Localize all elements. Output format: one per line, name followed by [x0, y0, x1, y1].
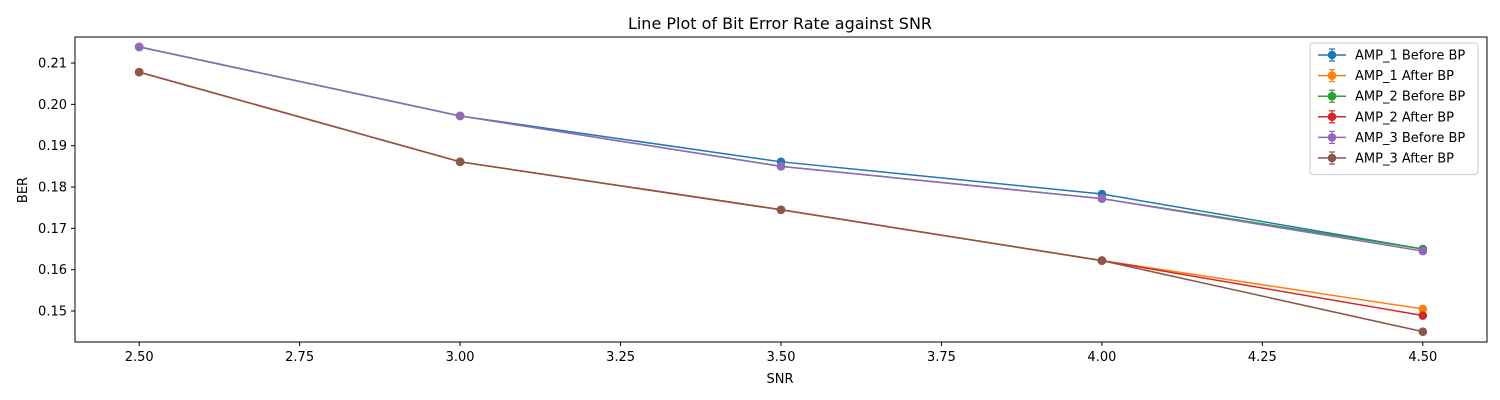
- data-point: [1418, 304, 1428, 314]
- series-4: [134, 67, 1428, 320]
- data-point: [134, 42, 144, 52]
- legend-label: AMP_3 After BP: [1355, 152, 1454, 167]
- plot-frame: [74, 36, 1488, 343]
- legend-label: AMP_3 Before BP: [1355, 131, 1465, 146]
- legend-item: AMP_2 Before BP: [1318, 89, 1465, 105]
- data-point: [1097, 256, 1107, 265]
- data-point: [1097, 194, 1107, 203]
- data-point: [1418, 246, 1428, 256]
- x-tick-label: 2.75: [285, 350, 314, 365]
- x-tick-label: 3.25: [606, 350, 635, 365]
- series-line: [139, 46, 1423, 250]
- series-5: [134, 42, 1428, 256]
- data-point: [134, 67, 144, 77]
- legend-marker: [1327, 91, 1337, 101]
- legend-marker: [1327, 71, 1337, 80]
- legend-label: AMP_1 Before BP: [1355, 49, 1465, 64]
- data-point: [776, 162, 786, 171]
- y-tick-label: 0.21: [38, 57, 67, 72]
- series-line: [138, 71, 1423, 310]
- legend: AMP_1 Before BP AMP_1 After BP AMP_2 Befor…: [1309, 42, 1479, 176]
- legend-marker: [1327, 133, 1337, 142]
- x-tick-label: 3.50: [767, 350, 796, 365]
- y-tick-label: 0.15: [38, 305, 67, 320]
- data-point: [776, 205, 786, 215]
- series-3: [134, 42, 1428, 254]
- series-6: [134, 67, 1428, 336]
- series-line: [138, 71, 1423, 317]
- x-tick-label: 4.50: [1408, 350, 1437, 365]
- x-axis: 2.50 2.75 3.00 3.25 3.50 3.75 4.00 4.25 4.50: [125, 342, 1437, 365]
- data-point: [455, 111, 465, 121]
- legend-item: AMP_3 Before BP: [1318, 130, 1465, 146]
- x-axis-label: SNR: [766, 372, 793, 387]
- y-tick-label: 0.18: [38, 181, 67, 196]
- data-point: [1418, 311, 1428, 320]
- y-axis: 0.15 0.16 0.17 0.18 0.19 0.20 0.21: [38, 57, 75, 320]
- legend-item: AMP_1 Before BP: [1318, 48, 1465, 64]
- data-point: [455, 157, 465, 167]
- x-tick-label: 3.00: [446, 350, 475, 365]
- x-tick-label: 4.25: [1248, 350, 1277, 365]
- legend-label: AMP_1 After BP: [1355, 69, 1454, 84]
- x-tick-label: 3.75: [927, 350, 956, 365]
- plot-area: [134, 42, 1428, 336]
- legend-box: [1309, 42, 1479, 176]
- y-tick-label: 0.19: [38, 139, 67, 154]
- legend-label: AMP_2 After BP: [1355, 110, 1454, 125]
- series-1: [134, 42, 1428, 254]
- legend-item: AMP_1 After BP: [1318, 68, 1454, 84]
- y-axis-label: BER: [16, 177, 31, 203]
- chart-title: Line Plot of Bit Error Rate against SNR: [628, 14, 932, 33]
- legend-item: AMP_3 After BP: [1318, 151, 1454, 167]
- legend-marker: [1327, 153, 1337, 163]
- legend-item: AMP_2 After BP: [1318, 110, 1454, 125]
- series-2: [134, 67, 1428, 314]
- series-line: [138, 71, 1423, 333]
- legend-label: AMP_2 Before BP: [1355, 90, 1465, 105]
- series-line: [139, 46, 1423, 252]
- y-tick-label: 0.17: [38, 222, 67, 237]
- legend-marker: [1327, 112, 1337, 122]
- data-point: [1418, 327, 1428, 336]
- legend-marker: [1327, 50, 1337, 60]
- y-tick-label: 0.16: [38, 263, 67, 278]
- y-tick-label: 0.20: [38, 98, 67, 113]
- x-tick-label: 4.00: [1087, 350, 1116, 365]
- x-tick-label: 2.50: [125, 350, 154, 365]
